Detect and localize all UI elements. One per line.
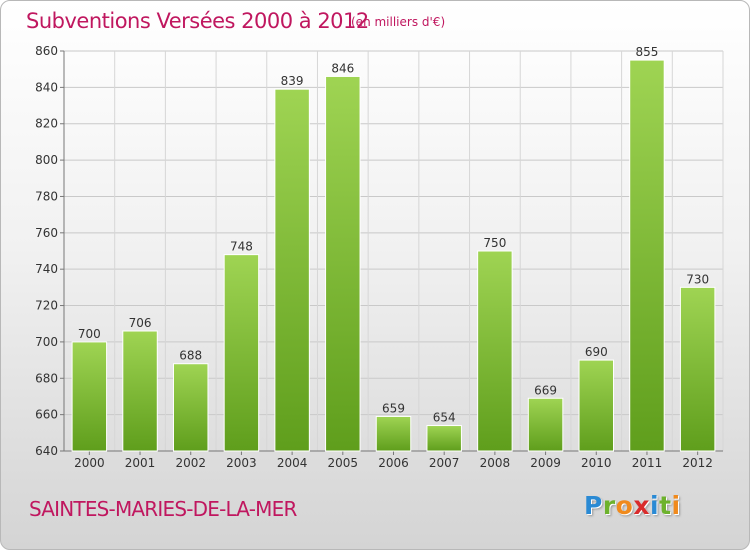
bar-2007 (426, 425, 462, 452)
bar-2006 (375, 415, 412, 452)
data-label-2005: 846 (331, 61, 354, 75)
data-label-2009: 669 (534, 383, 557, 397)
bar-2010 (578, 359, 615, 452)
data-label-2001: 706 (129, 316, 152, 330)
x-tick-label: 2002 (175, 456, 206, 470)
data-label-2007: 654 (433, 411, 456, 425)
logo-letter: x (633, 491, 650, 520)
data-label-2004: 839 (281, 74, 304, 88)
logo-letter: r (602, 491, 616, 520)
bar-2009 (527, 397, 564, 452)
data-label-2011: 855 (636, 45, 659, 59)
data-label-2006: 659 (382, 401, 405, 415)
y-tick-label: 720 (35, 299, 58, 313)
data-label-2010: 690 (585, 345, 608, 359)
bar-2012 (679, 286, 716, 452)
logo-letter: t (659, 491, 672, 520)
data-labels: 700 706 688 748 839 846 659 654 750 669 690 855 730 (78, 45, 709, 424)
data-label-2000: 700 (78, 327, 101, 341)
data-label-2003: 748 (230, 240, 253, 254)
x-tick-label: 2012 (682, 456, 713, 470)
x-tick-label: 2000 (74, 456, 105, 470)
bar-2004 (274, 88, 310, 452)
proxiti-logo[interactable]: Proxiti (584, 491, 681, 520)
bar-2008 (477, 250, 513, 452)
x-tick-label: 2010 (581, 456, 612, 470)
grid-lines (63, 50, 724, 452)
x-tick-label: 2005 (328, 456, 359, 470)
y-tick-label: 640 (35, 444, 58, 458)
logo-letter: o (615, 491, 634, 520)
data-label-2012: 730 (686, 272, 709, 286)
logo-letter: i (650, 491, 660, 520)
x-tick-label: 2006 (378, 456, 409, 470)
x-tick-label: 2007 (429, 456, 460, 470)
x-tick-label: 2009 (530, 456, 561, 470)
bar-2000 (71, 341, 108, 452)
bar-2011 (629, 59, 665, 452)
x-tick-label: 2008 (480, 456, 511, 470)
data-label-2002: 688 (179, 349, 202, 363)
logo-letter: P (584, 491, 603, 520)
y-tick-label: 740 (35, 262, 58, 276)
logo-letter: i (671, 491, 681, 520)
bar-2005 (325, 75, 361, 452)
y-tick-label: 700 (35, 335, 58, 349)
y-tick-label: 680 (35, 371, 58, 385)
y-tick-label: 780 (35, 189, 58, 203)
x-tick-label: 2011 (632, 456, 663, 470)
y-tick-label: 800 (35, 153, 58, 167)
x-tick-label: 2004 (277, 456, 308, 470)
bar-2001 (122, 330, 158, 452)
bar-2002 (172, 363, 209, 452)
city-name: SAINTES-MARIES-DE-LA-MER (29, 497, 297, 521)
chart-subtitle: (en milliers d'€) (351, 15, 446, 29)
data-label-2008: 750 (483, 236, 506, 250)
x-tick-label: 2003 (226, 456, 257, 470)
bars (71, 59, 716, 452)
bar-2003 (223, 254, 260, 452)
y-tick-label: 840 (35, 80, 58, 94)
y-tick-label: 860 (35, 44, 58, 58)
chart-title: Subventions Versées 2000 à 2012 (26, 9, 369, 33)
y-tick-label: 760 (35, 226, 58, 240)
y-tick-label: 820 (35, 117, 58, 131)
x-tick-label: 2001 (125, 456, 156, 470)
y-tick-label: 660 (35, 408, 58, 422)
